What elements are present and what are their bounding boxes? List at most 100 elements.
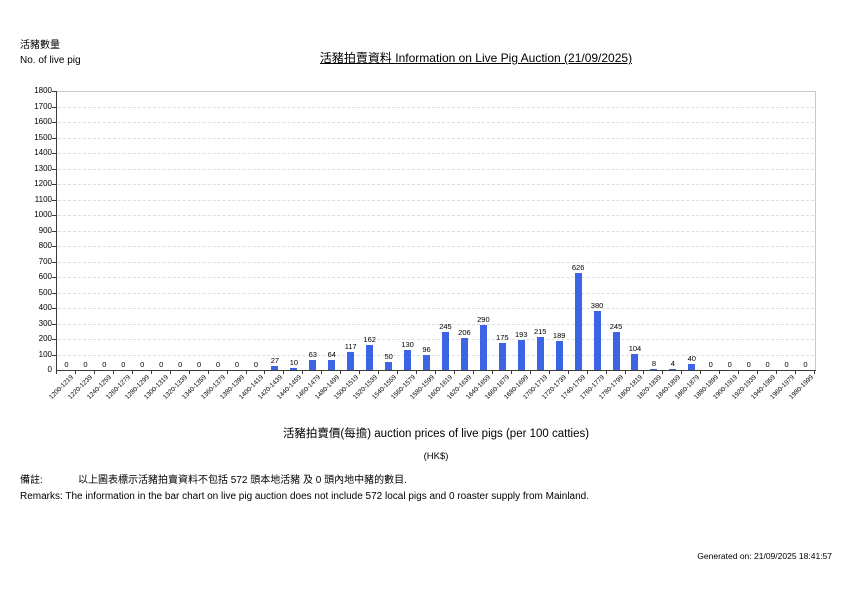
bar	[366, 345, 374, 370]
bar	[460, 338, 468, 370]
bar-value-label: 0	[215, 360, 221, 369]
gridline	[58, 106, 814, 108]
x-tick-mark	[453, 370, 455, 374]
bar	[536, 337, 544, 370]
x-tick-mark	[435, 370, 436, 374]
gridline	[58, 354, 814, 356]
y-tick-label: 700	[38, 256, 52, 266]
x-tick-mark	[226, 370, 228, 374]
y-tick-mark	[52, 199, 56, 201]
bar	[290, 368, 298, 370]
bar-value-label: 193	[515, 330, 528, 339]
y-tick-mark	[52, 292, 56, 294]
remarks-zh-text: 以上圖表標示活豬拍賣資料不包括 572 頭本地活豬 及 0 頭內地中豬的數目.	[78, 475, 407, 486]
y-tick-label: 1000	[34, 210, 52, 219]
remarks-zh-label: 備註:	[20, 475, 43, 486]
bar	[271, 366, 279, 370]
y-tick-mark	[52, 168, 56, 170]
bar	[593, 311, 601, 370]
x-tick-mark	[548, 370, 550, 374]
bar	[347, 352, 355, 370]
bar-value-label: 189	[552, 331, 566, 340]
bar-value-label: 290	[477, 315, 490, 324]
y-axis-title-en: No. of live pig	[20, 55, 81, 66]
x-tick-mark	[605, 370, 607, 374]
x-tick-mark	[624, 370, 626, 374]
x-tick-mark	[56, 370, 57, 374]
x-tick-mark	[74, 370, 76, 374]
bar-value-label: 96	[422, 345, 431, 354]
y-tick-label: 600	[38, 272, 52, 281]
x-tick-mark	[586, 370, 588, 374]
x-tick-mark	[283, 370, 285, 374]
y-tick-label: 500	[38, 287, 52, 297]
bar-value-label: 0	[178, 360, 183, 369]
gridline	[58, 292, 814, 294]
x-tick-mark	[245, 370, 247, 374]
gridline	[58, 277, 814, 278]
y-tick-mark	[52, 339, 56, 340]
x-tick-mark	[416, 370, 418, 374]
bar-value-label: 4	[670, 359, 675, 368]
y-tick-label: 1600	[34, 117, 52, 126]
bar-value-label: 0	[253, 360, 259, 369]
y-tick-mark	[52, 354, 56, 356]
x-tick-mark	[302, 370, 304, 374]
x-tick-mark	[359, 370, 361, 374]
bar	[404, 350, 412, 370]
y-tick-label: 800	[38, 241, 52, 250]
gridline	[58, 323, 814, 325]
gridline	[58, 339, 814, 340]
bar	[574, 273, 582, 370]
y-axis-title-zh: 活豬數量	[20, 40, 60, 51]
bar	[650, 369, 658, 370]
gridline	[58, 261, 814, 263]
y-tick-mark	[52, 246, 56, 247]
bar	[479, 325, 487, 370]
x-tick-mark	[491, 370, 493, 374]
y-tick-label: 1500	[34, 132, 52, 142]
x-tick-mark	[719, 370, 721, 374]
bar-value-label: 215	[533, 327, 547, 336]
bar-value-label: 0	[746, 360, 751, 369]
gridline	[58, 168, 814, 170]
y-tick-label: 900	[38, 225, 52, 235]
x-tick-mark	[131, 370, 133, 374]
bar-value-label: 8	[651, 359, 656, 368]
y-tick-label: 1800	[34, 86, 52, 95]
bar-value-label: 0	[64, 360, 69, 369]
y-tick-label: 400	[38, 303, 52, 312]
x-tick-mark	[567, 370, 569, 374]
y-tick-mark	[52, 261, 56, 263]
bar-value-label: 626	[571, 263, 585, 272]
y-tick-label: 100	[38, 349, 52, 359]
bar-value-label: 0	[784, 360, 789, 369]
bar	[423, 355, 431, 370]
x-tick-mark	[150, 370, 152, 374]
bar-value-label: 63	[308, 350, 317, 359]
y-tick-mark	[52, 122, 56, 123]
bar-value-label: 64	[327, 350, 336, 359]
gridline	[58, 215, 814, 216]
x-axis-unit: (HK$)	[423, 451, 449, 462]
chart-title: 活豬拍賣資料 Information on Live Pig Auction (…	[319, 51, 633, 65]
bar-value-label: 0	[121, 360, 126, 369]
x-tick-mark	[112, 370, 114, 374]
bar-value-label: 130	[401, 340, 414, 349]
gridline	[58, 230, 814, 232]
bar-value-label: 104	[628, 344, 642, 353]
bar-value-label: 0	[159, 360, 164, 369]
generated-timestamp: Generated on: 21/09/2025 18:41:57	[697, 551, 832, 561]
x-tick-mark	[738, 370, 740, 374]
x-tick-mark	[757, 370, 759, 374]
bar-value-label: 0	[102, 360, 107, 369]
y-tick-mark	[52, 323, 56, 325]
y-tick-label: 300	[38, 318, 52, 328]
remarks: 備註: 以上圖表標示活豬拍賣資料不包括 572 頭本地活豬 及 0 頭內地中豬的數…	[20, 473, 589, 505]
x-tick-mark	[472, 370, 474, 374]
x-tick-mark	[681, 370, 683, 374]
y-tick-label: 1200	[34, 179, 52, 188]
gridline	[58, 122, 814, 123]
y-tick-mark	[52, 106, 56, 108]
